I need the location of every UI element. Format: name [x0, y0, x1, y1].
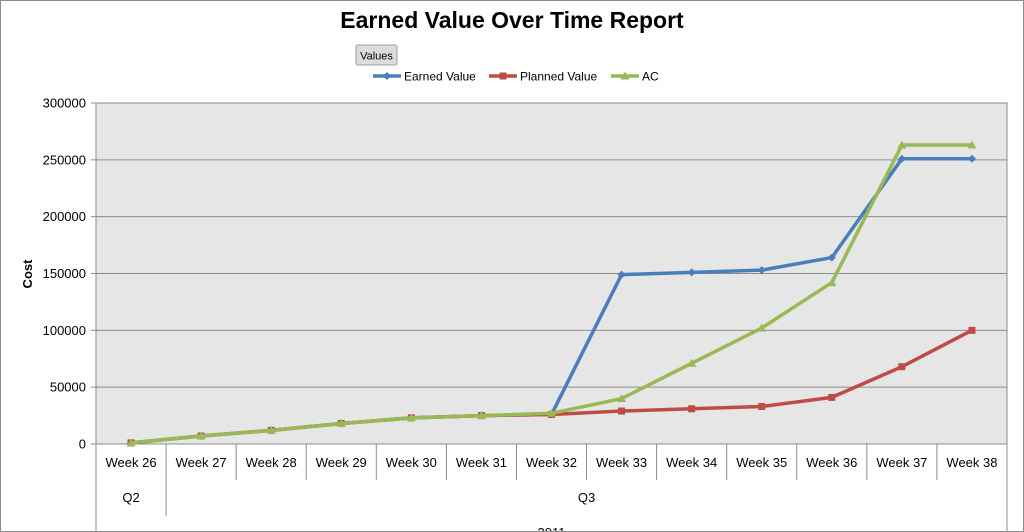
- legend-swatch-marker: [620, 71, 630, 80]
- data-point-ac: [617, 394, 627, 403]
- x-tick-label: Week 32: [526, 455, 577, 470]
- data-point-planned-value: [968, 326, 976, 334]
- quarter-label: Q3: [578, 490, 595, 505]
- data-point-ac: [196, 431, 206, 440]
- data-point-planned-value: [828, 393, 836, 401]
- x-tick-label: Week 36: [806, 455, 857, 470]
- data-point-ac: [336, 419, 346, 428]
- data-point-ac: [476, 411, 486, 420]
- data-point-earned-value: [897, 154, 906, 163]
- data-point-earned-value: [617, 270, 626, 279]
- data-point-planned-value: [618, 407, 626, 415]
- y-tick-label: 0: [79, 437, 86, 452]
- data-point-earned-value: [967, 154, 976, 163]
- y-axis: 0 50000 100000 150000 200000 250000 300000: [43, 96, 96, 452]
- series-layer: [126, 140, 977, 447]
- values-filter-button-label: Values: [360, 51, 393, 63]
- data-point-ac: [827, 278, 837, 287]
- legend-label: Planned Value: [520, 70, 598, 84]
- legend: Earned Value Planned Value AC: [373, 70, 659, 84]
- data-point-earned-value: [827, 253, 836, 262]
- data-point-planned-value: [758, 402, 766, 410]
- legend-swatch-marker: [499, 72, 507, 80]
- data-point-earned-value: [757, 266, 766, 275]
- x-tick-label: Week 35: [736, 455, 787, 470]
- y-axis-title: Cost: [20, 259, 35, 289]
- data-point-ac: [687, 358, 697, 367]
- y-tick-label: 50000: [50, 380, 86, 395]
- year-label: 2011: [538, 525, 566, 531]
- data-point-earned-value: [687, 268, 696, 277]
- data-point-planned-value: [688, 405, 696, 413]
- legend-item-earned-value: Earned Value: [373, 70, 476, 84]
- data-point-ac: [757, 323, 767, 332]
- x-tick-label: Week 28: [246, 455, 297, 470]
- series-ac: [126, 140, 977, 447]
- x-tick-label: Week 26: [105, 455, 156, 470]
- chart-title: Earned Value Over Time Report: [340, 7, 684, 33]
- y-tick-label: 200000: [43, 209, 86, 224]
- data-point-ac: [406, 413, 416, 422]
- y-tick-label: 300000: [43, 96, 86, 111]
- data-point-ac: [897, 140, 907, 149]
- data-point-planned-value: [898, 363, 906, 371]
- x-tick-label: Week 37: [876, 455, 927, 470]
- x-tick-label: Week 33: [596, 455, 647, 470]
- legend-label: Earned Value: [404, 70, 476, 84]
- legend-item-ac: AC: [611, 70, 659, 84]
- data-point-ac: [967, 140, 977, 149]
- data-point-ac: [547, 408, 556, 417]
- x-tick-label: Week 30: [386, 455, 437, 470]
- x-tick-label: Week 27: [176, 455, 227, 470]
- data-point-ac: [266, 425, 276, 434]
- x-tick-label: Week 31: [456, 455, 507, 470]
- x-axis: Week 26 Week 27 Week 28 Week 29 Week 30 Week …: [95, 444, 1008, 531]
- data-point-ac: [126, 438, 136, 447]
- y-tick-label: 100000: [43, 323, 86, 338]
- x-tick-label: Week 29: [316, 455, 367, 470]
- gridlines: [96, 102, 1007, 388]
- y-tick-label: 250000: [43, 152, 86, 167]
- x-tick-label: Week 34: [666, 455, 717, 470]
- values-filter-button[interactable]: Values: [355, 44, 398, 66]
- legend-label: AC: [642, 70, 659, 84]
- legend-swatch-marker: [383, 72, 391, 80]
- legend-item-planned-value: Planned Value: [489, 70, 598, 84]
- quarter-label: Q2: [122, 490, 139, 505]
- x-tick-label: Week 38: [946, 455, 997, 470]
- y-tick-label: 150000: [43, 266, 86, 281]
